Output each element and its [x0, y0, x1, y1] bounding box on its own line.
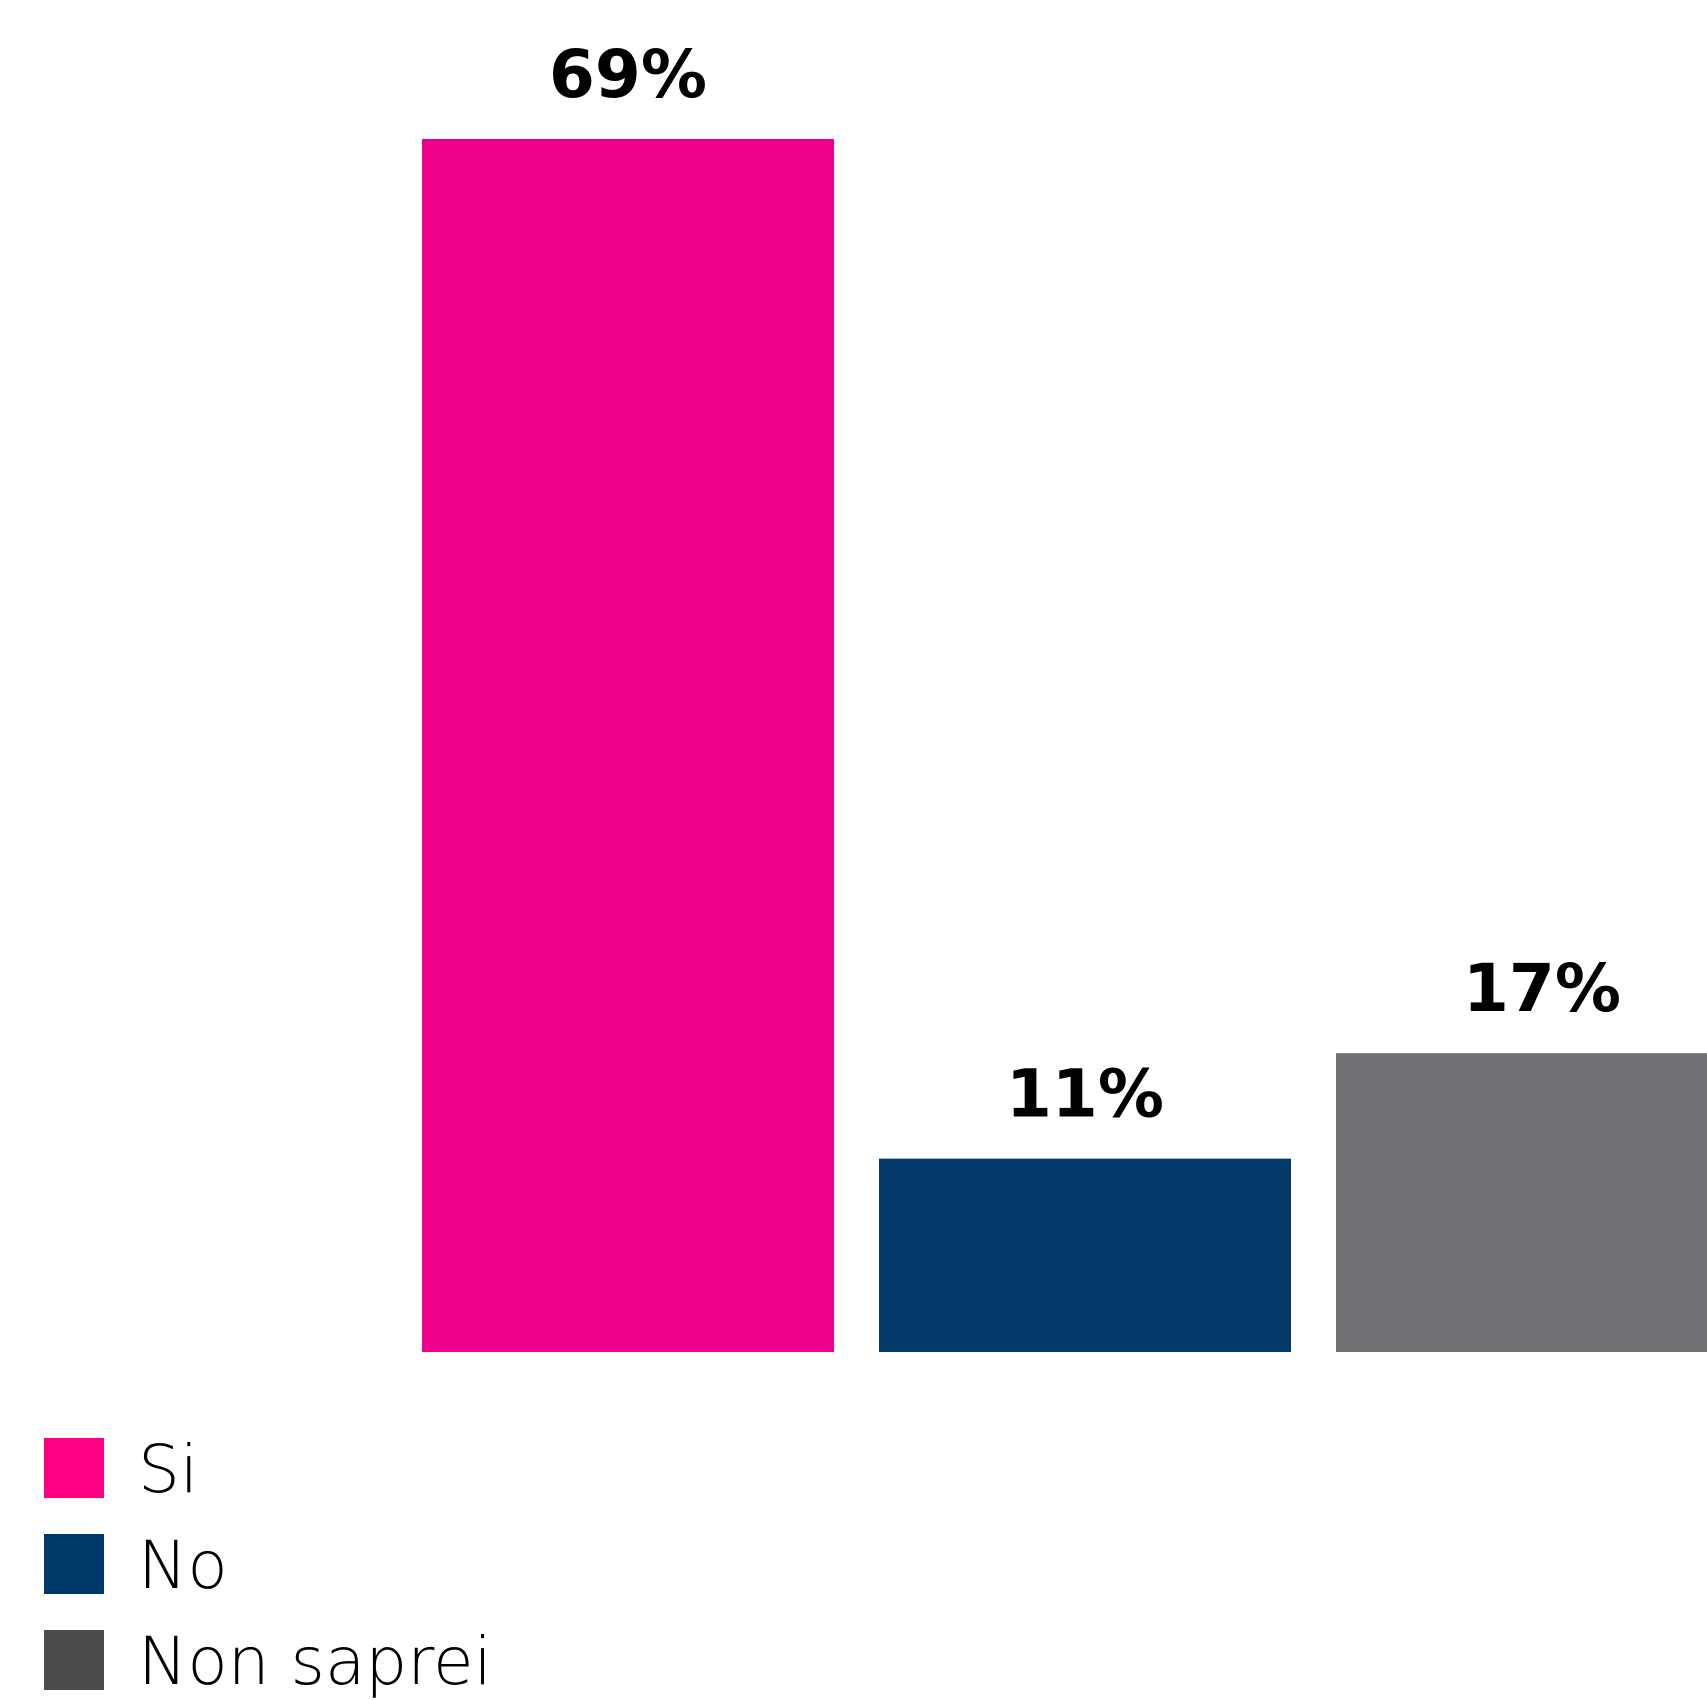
legend-swatch-non-saprei [44, 1630, 104, 1690]
data-label-si: 69% [549, 36, 707, 113]
legend-swatch-si [44, 1438, 104, 1498]
legend-item-no: No [44, 1527, 228, 1604]
bar-no [879, 1158, 1291, 1352]
bar-si [422, 139, 834, 1352]
legend-label-si: Si [138, 1431, 198, 1508]
data-label-non-saprei: 17% [1463, 950, 1621, 1027]
legend-item-non-saprei: Non saprei [44, 1623, 492, 1700]
legend: Si No Non saprei [44, 1431, 492, 1700]
bar-non-saprei [1336, 1053, 1707, 1352]
legend-item-si: Si [44, 1431, 198, 1508]
legend-swatch-no [44, 1534, 104, 1594]
legend-label-no: No [138, 1527, 228, 1604]
value-labels-group: 69% 11% 17% [549, 36, 1621, 1133]
bars-group [422, 139, 1707, 1352]
legend-label-non-saprei: Non saprei [138, 1623, 492, 1700]
data-label-no: 11% [1006, 1056, 1164, 1133]
